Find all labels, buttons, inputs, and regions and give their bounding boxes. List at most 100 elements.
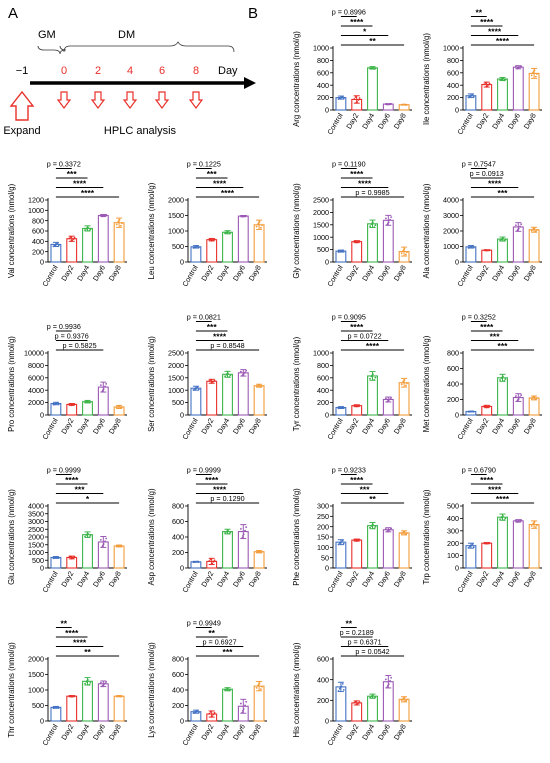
significance-label: ****	[73, 638, 87, 648]
data-point	[369, 377, 371, 380]
data-point	[121, 695, 123, 698]
data-point	[99, 538, 102, 541]
data-point	[68, 237, 71, 240]
data-point	[488, 249, 491, 251]
y-tick-label: 0	[180, 564, 184, 573]
data-point	[196, 709, 199, 712]
data-point	[244, 704, 246, 707]
data-point	[57, 244, 60, 247]
data-point	[102, 388, 105, 390]
x-tick-label: Control	[325, 263, 345, 288]
x-tick-label: Day4	[490, 569, 506, 588]
y-tick-label: 300	[447, 526, 459, 535]
significance-label: ****	[350, 17, 364, 27]
significance-label: **	[345, 619, 352, 629]
data-point	[341, 249, 344, 252]
data-point	[54, 402, 57, 405]
data-point	[371, 695, 373, 697]
x-tick-label: Day4	[215, 722, 231, 741]
y-tick-label: 800	[32, 216, 44, 225]
x-tick-label: Day6	[231, 569, 247, 588]
y-tick-label: 0	[40, 411, 44, 420]
bar-day4	[82, 227, 93, 263]
data-point	[197, 561, 200, 563]
bar-day4	[497, 516, 508, 569]
y-tick-label: 500	[32, 701, 44, 710]
bar-day6	[97, 683, 109, 722]
panel-label-a: A	[8, 5, 18, 22]
data-point	[224, 232, 226, 235]
bar-day8	[528, 524, 540, 569]
data-point	[105, 213, 108, 216]
x-tick-label: Day6	[376, 111, 392, 130]
x-tick-label: Control	[180, 569, 200, 594]
data-point	[99, 384, 102, 387]
data-point	[208, 560, 211, 562]
data-point	[339, 686, 342, 689]
bar-day2	[351, 702, 363, 722]
bar-chart-panel: Leu concentrations (nmol/g) 0 500 1000 1500 2…	[147, 160, 267, 288]
bar-day4	[82, 401, 93, 416]
y-tick-label: 600	[317, 655, 329, 664]
significance-label: ****	[496, 36, 510, 46]
data-point	[212, 713, 215, 716]
x-tick-label: Day8	[107, 722, 123, 741]
data-point	[88, 683, 91, 686]
data-point	[355, 405, 358, 408]
significance-label: p = 0.1190	[332, 160, 366, 169]
data-point	[192, 389, 195, 391]
data-point	[353, 701, 356, 704]
y-axis-label: Thr concentrations (nmol/g)	[7, 642, 16, 738]
bar-chart-panel: Lys concentrations (nmol/g) 0 200 400 600 800…	[147, 619, 267, 747]
data-point	[89, 401, 92, 404]
hplc-down-arrow	[188, 91, 204, 109]
data-point	[73, 695, 76, 697]
significance-label: ****	[73, 179, 87, 189]
data-point	[70, 557, 73, 560]
data-point	[501, 376, 503, 379]
data-point	[374, 525, 377, 528]
data-point	[245, 700, 248, 703]
x-tick-label: Day4	[360, 722, 376, 741]
x-tick-label: Day6	[376, 569, 392, 588]
significance-label: ***	[67, 169, 78, 179]
significance-label: p = 0.7547	[462, 160, 496, 169]
y-axis-label: Tyr concentrations (nmol/g)	[292, 336, 301, 431]
data-point	[355, 703, 358, 706]
data-point	[374, 67, 377, 70]
y-tick-label: 200	[317, 522, 329, 531]
data-point	[516, 67, 519, 70]
x-tick-label: Day8	[522, 416, 538, 435]
data-point	[339, 541, 342, 544]
bar-control	[335, 541, 347, 569]
bar-chart-panel: Ile concentrations (nmol/g) 0 200 400 600 800…	[422, 8, 542, 136]
data-point	[384, 397, 387, 400]
x-tick-label: Day4	[360, 263, 376, 282]
data-point	[226, 688, 228, 690]
data-point	[261, 550, 263, 553]
y-tick-label: 0	[325, 564, 329, 573]
data-point	[519, 396, 521, 398]
significance-label: ****	[488, 179, 502, 189]
y-tick-label: 0	[40, 564, 44, 573]
data-point	[229, 374, 232, 377]
data-point	[342, 407, 345, 410]
bar-day8	[528, 397, 540, 416]
y-tick-label: 200	[447, 395, 459, 404]
x-tick-label: Day8	[522, 569, 538, 588]
y-tick-label: 2000	[28, 533, 44, 542]
bar-day6	[382, 529, 394, 569]
y-tick-label: 0	[455, 106, 459, 115]
data-point	[374, 224, 377, 227]
y-tick-label: 200	[447, 539, 459, 548]
bar-control	[50, 556, 62, 569]
data-point	[358, 701, 361, 704]
bar-day8	[253, 385, 265, 416]
y-tick-label: 4000	[28, 502, 44, 511]
y-tick-label: 3500	[28, 509, 44, 518]
x-tick-label: Day2	[344, 569, 360, 588]
significance-label: ***	[498, 341, 509, 351]
data-point	[371, 374, 373, 377]
significance-label: **	[369, 36, 376, 46]
